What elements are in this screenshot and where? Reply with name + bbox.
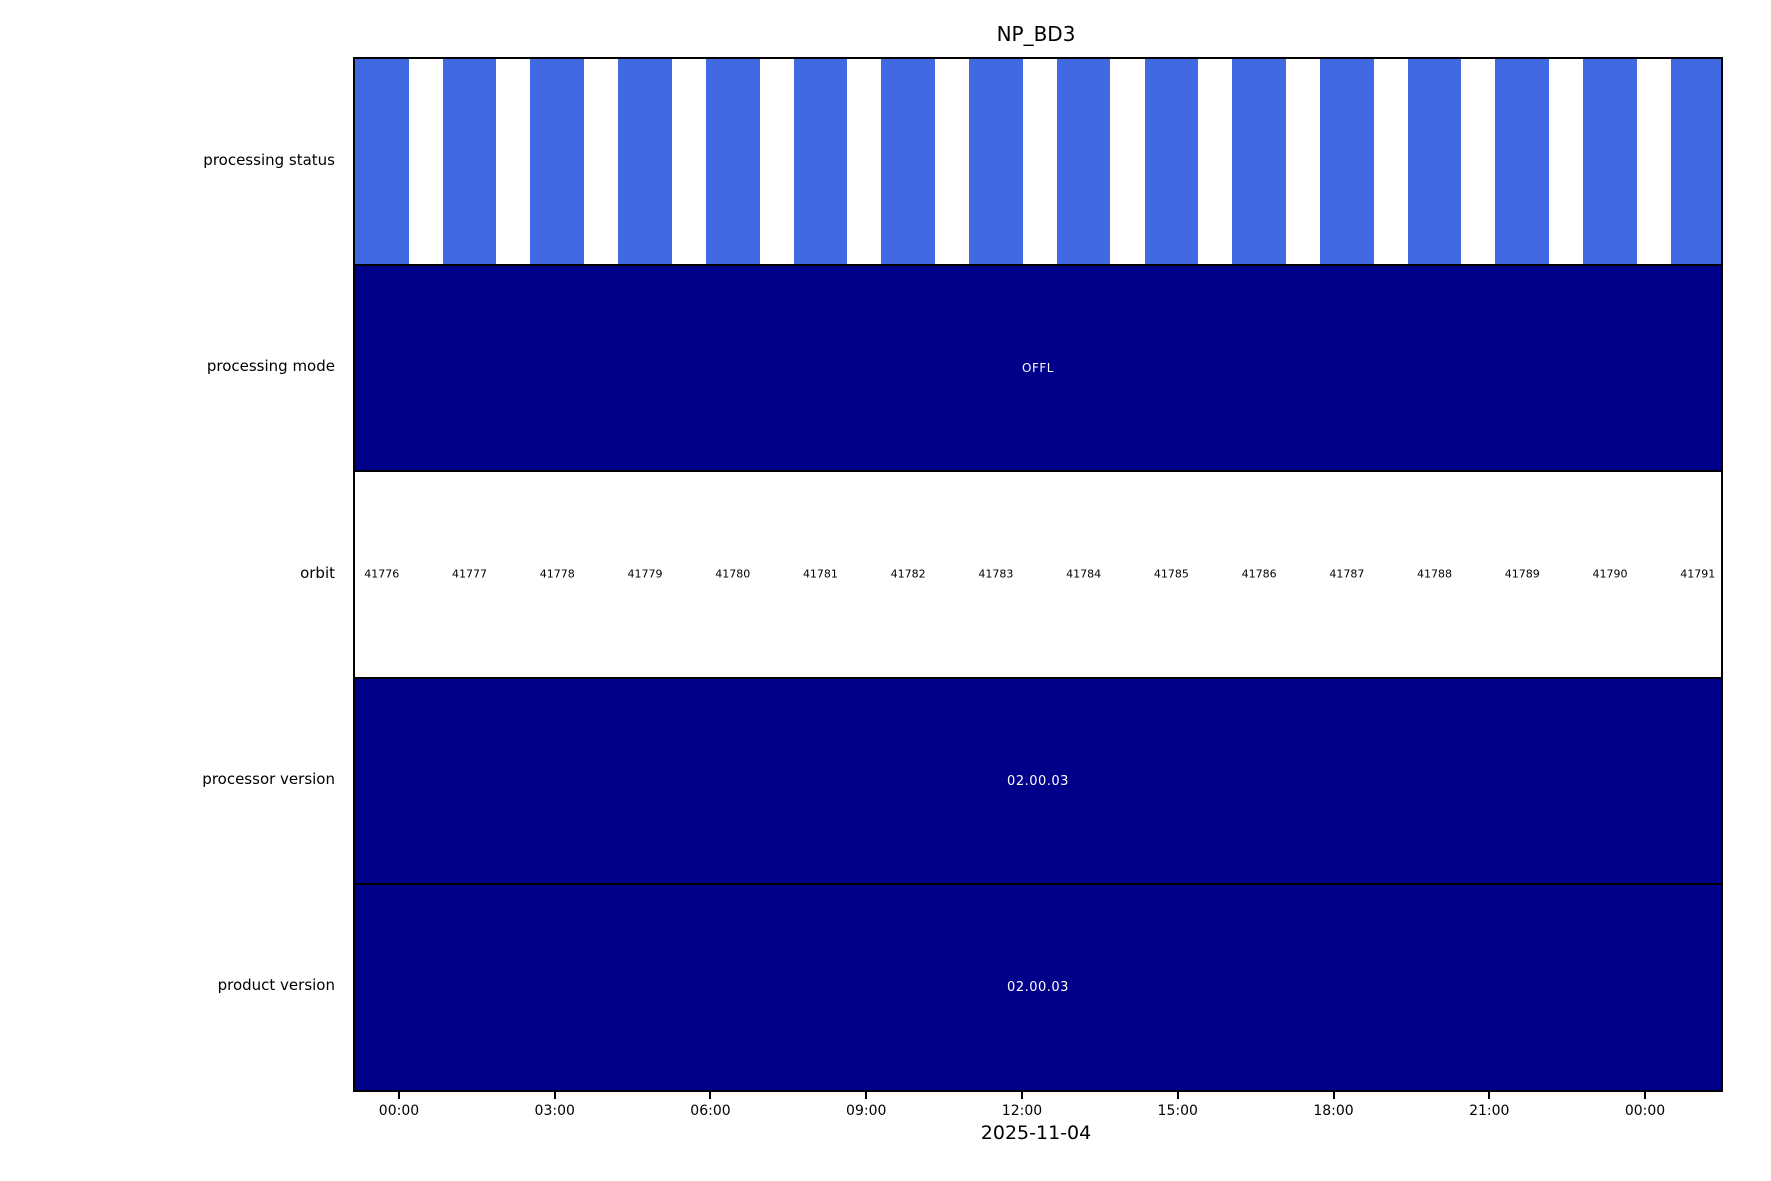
product-version-value: 02.00.03 [1007, 980, 1069, 996]
processing-status-band [355, 59, 1721, 266]
orbit-number-label: 41787 [1329, 567, 1365, 581]
x-axis-tick-mark [709, 1090, 712, 1099]
processing-status-bar [530, 59, 585, 264]
row-label-processor-version: processor version [202, 769, 335, 788]
orbit-number-label: 41777 [452, 567, 488, 581]
processing-status-bar [1495, 59, 1550, 264]
processing-status-bar [618, 59, 672, 264]
processing-status-bar [1407, 59, 1462, 264]
processing-status-bar [355, 59, 409, 264]
processing-status-bar [1056, 59, 1111, 264]
x-axis-tick-label: 03:00 [534, 1103, 575, 1119]
chart-title: NP_BD3 [996, 22, 1076, 46]
row-label-product-version: product version [217, 975, 335, 994]
orbit-number-label: 41781 [802, 567, 838, 581]
row-labels: processing status processing mode orbit … [0, 57, 343, 1088]
orbit-band: 41776 41777 41778 41779 41780 41781 41782 41783… [355, 472, 1721, 679]
processor-version-band: 02.00.03 [355, 678, 1721, 886]
orbit-number-label: 41778 [539, 567, 575, 581]
processing-status-bar [969, 59, 1023, 264]
orbit-number-label: 41785 [1153, 567, 1189, 581]
processing-mode-value: OFFL [1022, 360, 1054, 375]
row-label-processing-status: processing status [203, 151, 335, 170]
x-axis-tick-mark [1176, 1090, 1179, 1099]
orbit-number-label: 41776 [364, 567, 400, 581]
orbit-number-label: 41790 [1592, 567, 1628, 581]
product-version-band: 02.00.03 [355, 885, 1721, 1090]
orbit-number-label: 41779 [627, 567, 663, 581]
x-axis-tick-mark [1332, 1090, 1335, 1099]
orbit-number-label: 41789 [1504, 567, 1540, 581]
x-axis-tick-mark [1644, 1090, 1646, 1099]
orbit-number-label: 41782 [890, 567, 926, 581]
processing-status-bar [705, 59, 760, 264]
x-axis-tick-mark [397, 1090, 400, 1099]
x-axis-tick-mark [553, 1090, 556, 1099]
orbit-number-label: 41791 [1680, 567, 1716, 581]
processor-version-value: 02.00.03 [1007, 773, 1069, 789]
x-axis-tick-label: 18:00 [1313, 1103, 1354, 1119]
processing-status-bar [1144, 59, 1199, 264]
x-axis-date-label: 2025-11-04 [980, 1122, 1092, 1144]
orbit-number-label: 41786 [1241, 567, 1277, 581]
x-axis-tick-mark [865, 1090, 868, 1099]
x-axis-tick-label: 21:00 [1469, 1103, 1510, 1119]
processing-status-bar [793, 59, 848, 264]
x-axis-tick-label: 15:00 [1157, 1103, 1198, 1119]
orbit-number-label: 41783 [978, 567, 1014, 581]
x-axis-tick-mark [1488, 1090, 1491, 1099]
x-axis-tick-label: 12:00 [1001, 1103, 1043, 1119]
orbit-number-label: 41788 [1417, 567, 1453, 581]
row-label-processing-mode: processing mode [206, 357, 335, 376]
processing-status-bar [1320, 59, 1374, 264]
x-axis-tick-label: 09:00 [846, 1103, 887, 1119]
orbit-number-label: 41784 [1066, 567, 1102, 581]
processing-status-bar [1670, 59, 1721, 264]
x-axis-tick-mark [1020, 1090, 1023, 1099]
x-axis-tick-label: 00:00 [1624, 1103, 1666, 1119]
x-axis-tick-label: 06:00 [690, 1103, 731, 1119]
processing-status-bar [1232, 59, 1286, 264]
x-axis-tick-label: 00:00 [378, 1103, 420, 1119]
row-label-orbit: orbit [300, 563, 335, 582]
plot-area: OFFL 41776 41777 41778 41779 41780 41781 41782… [353, 57, 1723, 1092]
x-axis: 00:00 03:00 06:00 09:00 12:00 15:00 18:00 21:00… [353, 1090, 1719, 1130]
processing-status-bar [1583, 59, 1637, 264]
orbit-number-label: 41780 [715, 567, 751, 581]
processing-status-bar [881, 59, 935, 264]
processing-mode-band: OFFL [355, 265, 1721, 473]
processing-status-bar [442, 59, 497, 264]
